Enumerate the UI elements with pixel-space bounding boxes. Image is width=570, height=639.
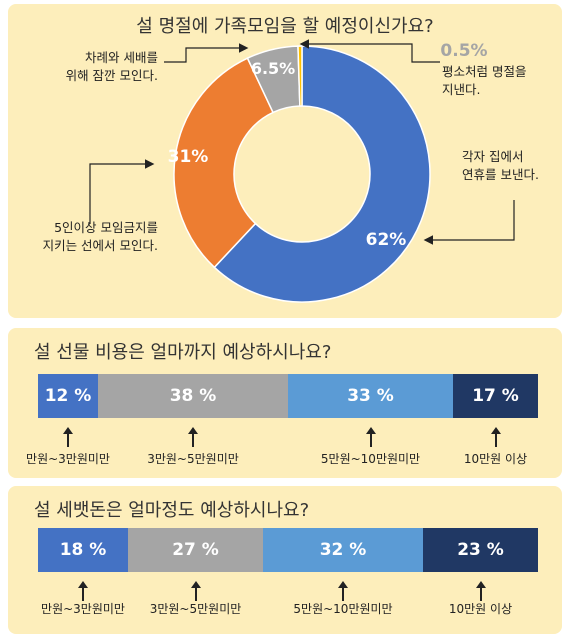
slice-category-label: 5인이상 모임금지를 지키는 선에서 모인다. — [43, 220, 158, 253]
bar-category-label: 만원~3만원미만 — [26, 452, 110, 466]
bar-segment: 33 % — [288, 374, 453, 418]
slice-category-label: 평소처럼 명절을 지낸다. — [442, 64, 526, 97]
slice-small-gathering — [173, 57, 275, 269]
up-arrow-icon — [338, 581, 348, 601]
slice-home — [213, 45, 431, 303]
up-arrow-icon — [63, 427, 73, 447]
bar-segment: 23 % — [423, 528, 538, 572]
bar-category-label: 3만원~5만원미만 — [147, 452, 239, 466]
pocket-money-title: 설 세뱃돈은 얼마정도 예상하시나요? — [34, 500, 310, 521]
bar-segment: 38 % — [98, 374, 288, 418]
slice-value-label: 31% — [168, 147, 209, 167]
bar-category-label: 10만원 이상 — [448, 602, 513, 616]
bar-segment: 27 % — [128, 528, 263, 572]
annotation-arrow — [299, 39, 440, 63]
up-arrow-icon — [188, 427, 198, 447]
up-arrow-icon — [490, 427, 501, 447]
bar-segment: 12 % — [38, 374, 98, 418]
bar-category-label: 5만원~10만원미만 — [293, 602, 393, 616]
donut-chart: 62% 31% 6.5% 0.5% 각자 집에서 연휴를 보낸다. 5인이상 모임금지를 지키… — [43, 39, 539, 303]
bar-category-label: 10만원 이상 — [463, 452, 528, 466]
slice-value-label: 6.5% — [251, 59, 295, 78]
gift-cost-title: 설 선물 비용은 얼마까지 예상하시나요? — [34, 342, 332, 363]
annotation-arrow — [423, 200, 515, 245]
up-arrow-icon — [365, 427, 376, 447]
up-arrow-icon — [190, 581, 201, 601]
pocket-money-stacked-bar: 18 % 27 % 32 % 23 % — [38, 528, 538, 572]
slice-category-label: 각자 집에서 연휴를 보낸다. — [462, 149, 539, 182]
slice-value-label: 62% — [366, 230, 407, 250]
family-gathering-panel: 설 명절에 가족모임을 할 예정이신가요? 62% 31% 6.5% 0.5% 각자 집… — [8, 4, 562, 318]
bar-segment: 18 % — [38, 528, 128, 572]
donut-chart-title: 설 명절에 가족모임을 할 예정이신가요? — [136, 16, 434, 37]
annotation-arrow — [164, 43, 249, 63]
bar-category-label: 3만원~5만원미만 — [149, 602, 242, 616]
up-arrow-icon — [78, 581, 88, 601]
bar-category-label: 만원~3만원미만 — [41, 602, 125, 616]
pocket-money-panel: 설 세뱃돈은 얼마정도 예상하시나요? 18 % 27 % 32 % 23 % 만원~… — [8, 486, 562, 634]
bar-segment: 32 % — [263, 528, 423, 572]
annotation-arrow — [89, 159, 155, 224]
gift-cost-panel: 설 선물 비용은 얼마까지 예상하시나요? 12 % 38 % 33 % 17 % 만… — [8, 328, 562, 478]
slice-category-label: 차례와 세배를 위해 잠깐 모인다. — [66, 50, 158, 83]
up-arrow-icon — [475, 581, 486, 601]
gift-cost-stacked-bar: 12 % 38 % 33 % 17 % — [38, 374, 538, 418]
slice-value-label: 0.5% — [440, 41, 487, 61]
bar-segment: 17 % — [453, 374, 538, 418]
slice-as-usual — [297, 45, 303, 107]
bar-category-label: 5만원~10만원미만 — [320, 452, 421, 466]
